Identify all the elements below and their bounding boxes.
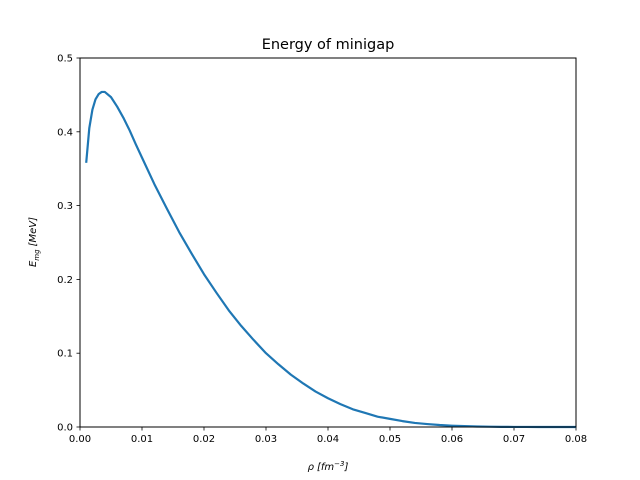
y-axis-ticks: 0.0 0.1 0.2 0.3 0.4 0.5 [57,54,80,434]
plot-area [80,58,576,427]
y-tick-label: 0.4 [57,127,73,138]
plot-frame [79,57,577,428]
x-tick-label: 0.02 [193,434,215,445]
y-axis-label-unit: [MeV] [28,217,39,247]
x-tick-label: 0.06 [441,434,463,445]
x-axis-label-symbol: ρ [308,462,315,473]
x-tick-label: 0.00 [69,434,91,445]
y-tick-label: 0.5 [57,54,73,65]
y-tick-label: 0.3 [57,201,73,212]
x-tick-label: 0.05 [379,434,401,445]
y-axis-label: Emg [MeV] [28,217,41,267]
y-tick-label: 0.0 [57,423,73,434]
y-tick-label: 0.2 [57,275,73,286]
x-tick-label: 0.01 [131,434,153,445]
y-tick-label: 0.1 [57,349,73,360]
x-axis-label-unit-prefix: [fm [317,462,334,473]
y-axis-label-subscript: mg [33,249,41,261]
x-tick-label: 0.04 [317,434,339,445]
y-axis-label-symbol: E [28,260,39,267]
chart-title: Energy of minigap [262,37,395,53]
x-tick-label: 0.03 [255,434,277,445]
x-axis-label-unit-exponent: −3 [334,460,344,468]
x-tick-label: 0.08 [565,434,587,445]
x-tick-label: 0.07 [503,434,525,445]
x-axis-label: ρ [fm−3] [308,460,349,473]
x-axis-label-unit-suffix: ] [343,462,348,473]
